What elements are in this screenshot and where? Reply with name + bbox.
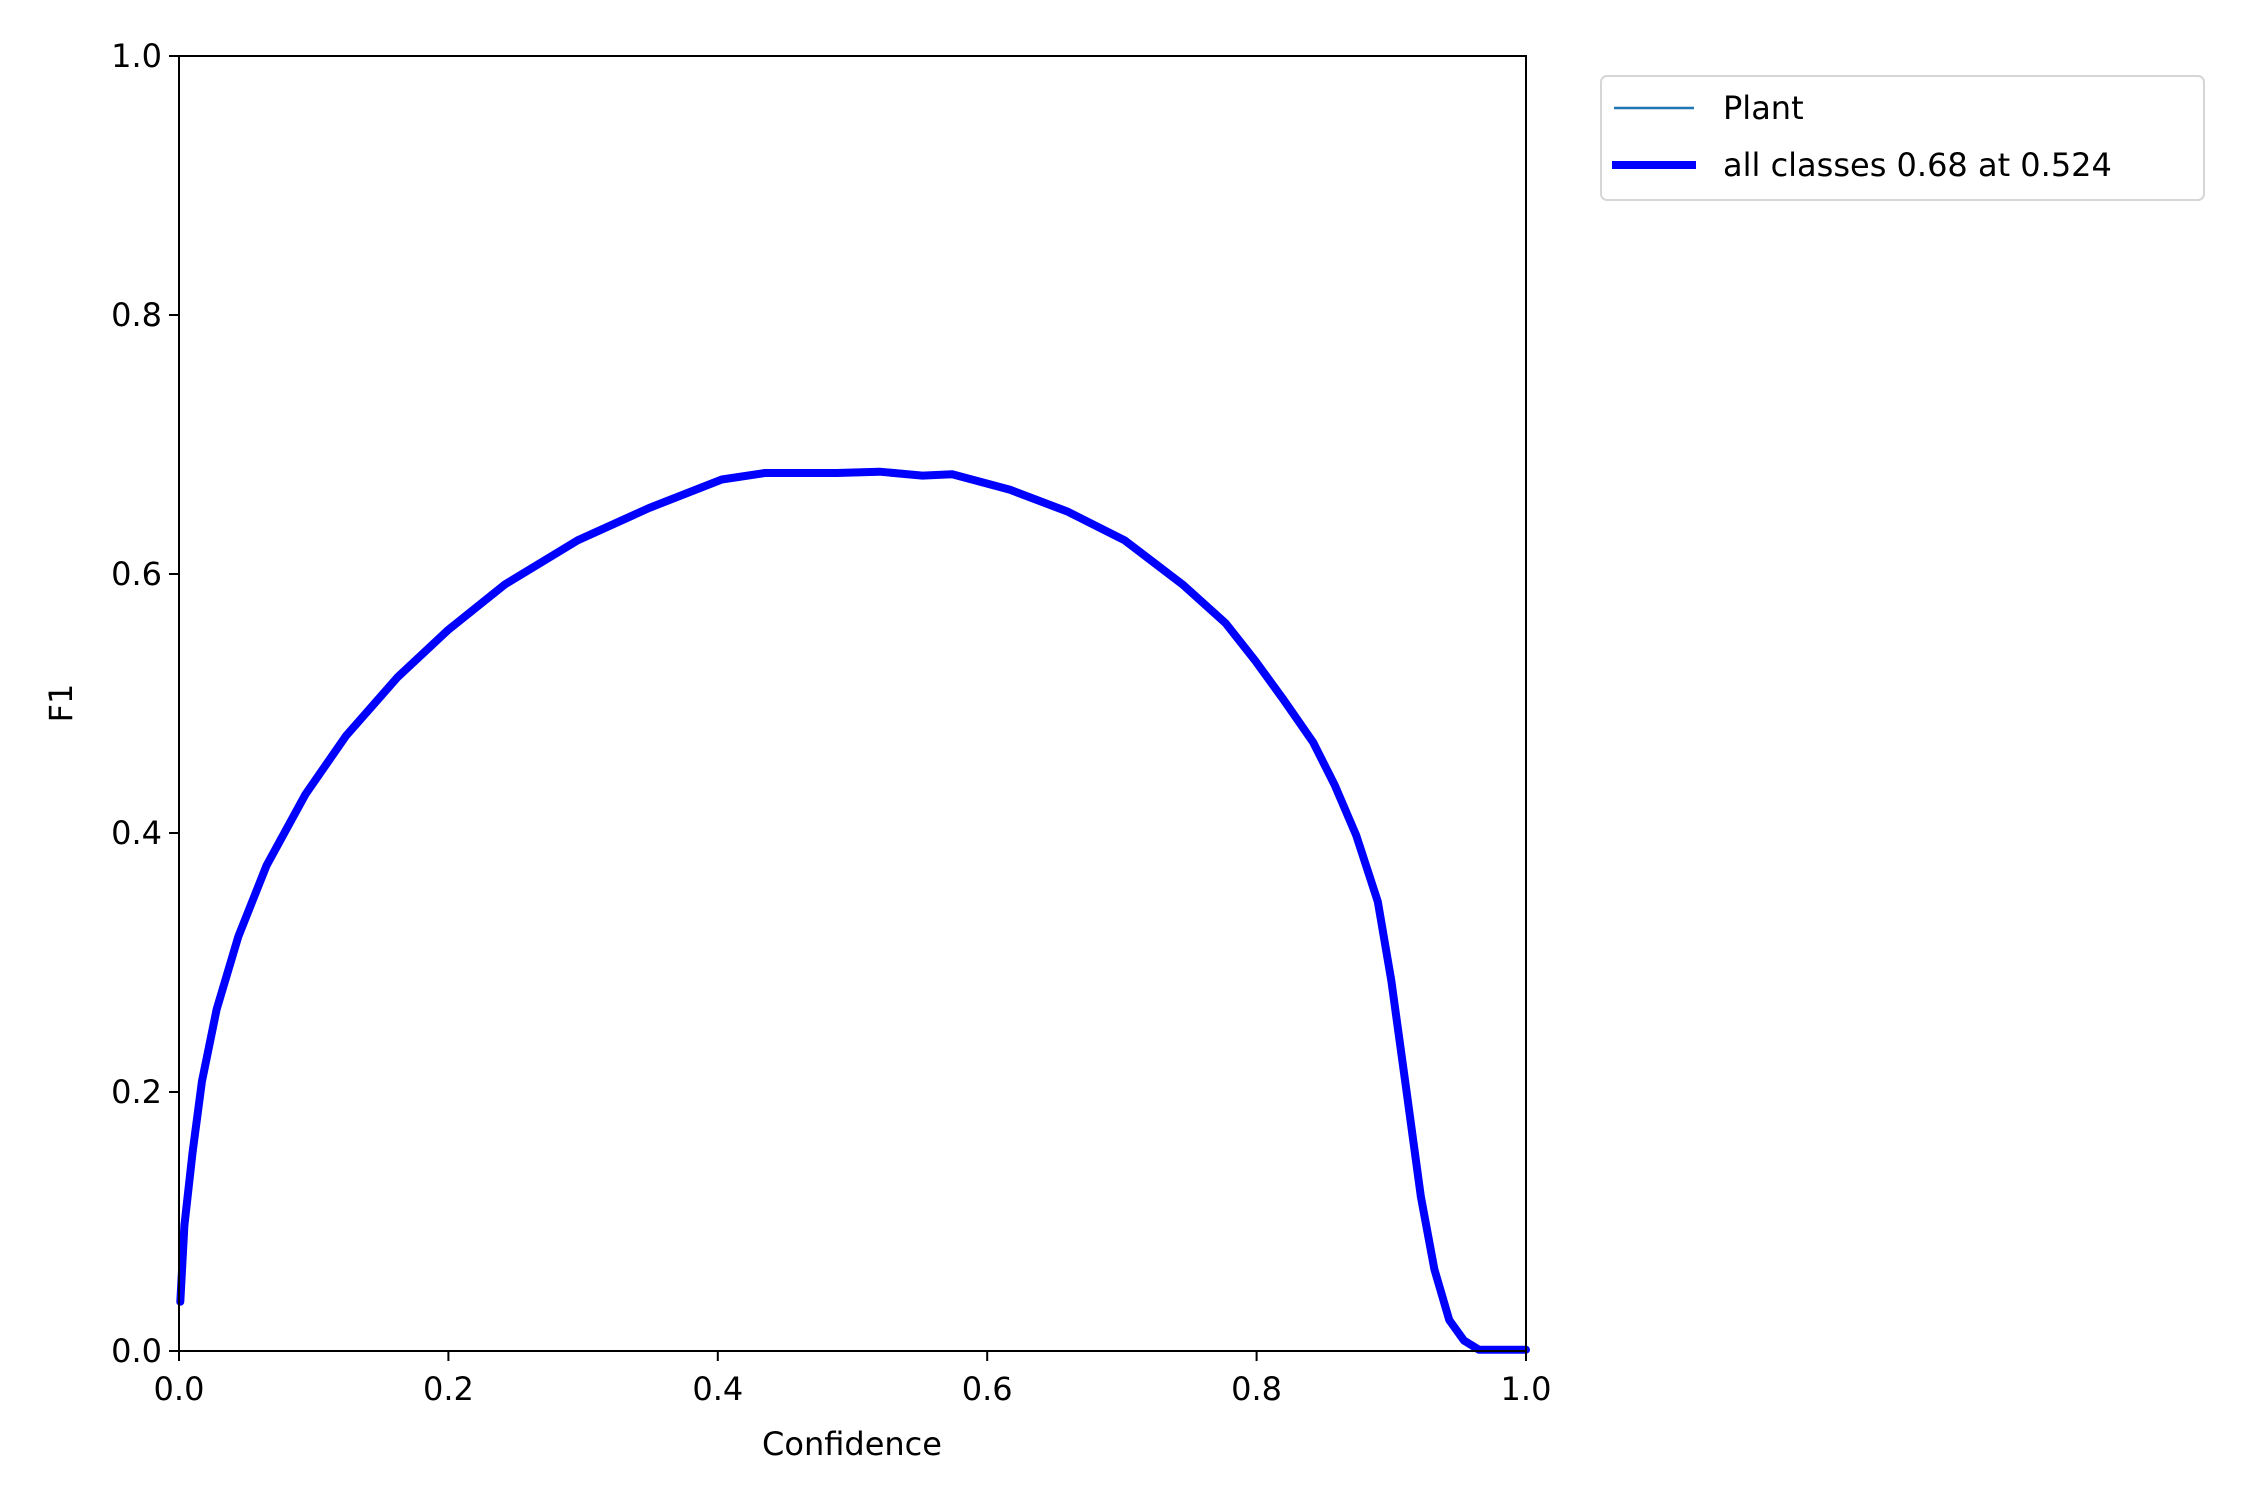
y-tick-label: 0.8	[111, 296, 162, 334]
y-tick-label: 0.2	[111, 1073, 162, 1111]
series-line-plant	[179, 470, 1528, 1351]
series-layer	[176, 467, 1530, 1354]
plot-frame	[178, 55, 1527, 1352]
y-tick-label: 1.0	[111, 37, 162, 75]
legend-label-all-classes: all classes 0.68 at 0.524	[1723, 146, 2112, 184]
y-tick-label: 0.4	[111, 814, 162, 852]
x-tick-label: 0.2	[423, 1370, 474, 1408]
x-tick-label: 0.0	[154, 1370, 205, 1408]
legend-label-plant: Plant	[1723, 89, 1804, 127]
legend-box	[1600, 75, 2205, 201]
legend: Plant all classes 0.68 at 0.524	[1600, 75, 2205, 201]
series-line-all-classes	[176, 467, 1530, 1354]
x-tick-label: 0.4	[692, 1370, 743, 1408]
x-axis: 0.0 0.2 0.4 0.6 0.8 1.0	[154, 1351, 1552, 1408]
y-axis: 0.0 0.2 0.4 0.6 0.8 1.0	[111, 37, 179, 1370]
x-tick-label: 0.8	[1231, 1370, 1282, 1408]
y-axis-label: F1	[42, 684, 80, 723]
x-tick-label: 1.0	[1501, 1370, 1552, 1408]
x-axis-label: Confidence	[762, 1425, 942, 1463]
x-tick-label: 0.6	[962, 1370, 1013, 1408]
y-tick-label: 0.0	[111, 1332, 162, 1370]
y-tick-label: 0.6	[111, 555, 162, 593]
